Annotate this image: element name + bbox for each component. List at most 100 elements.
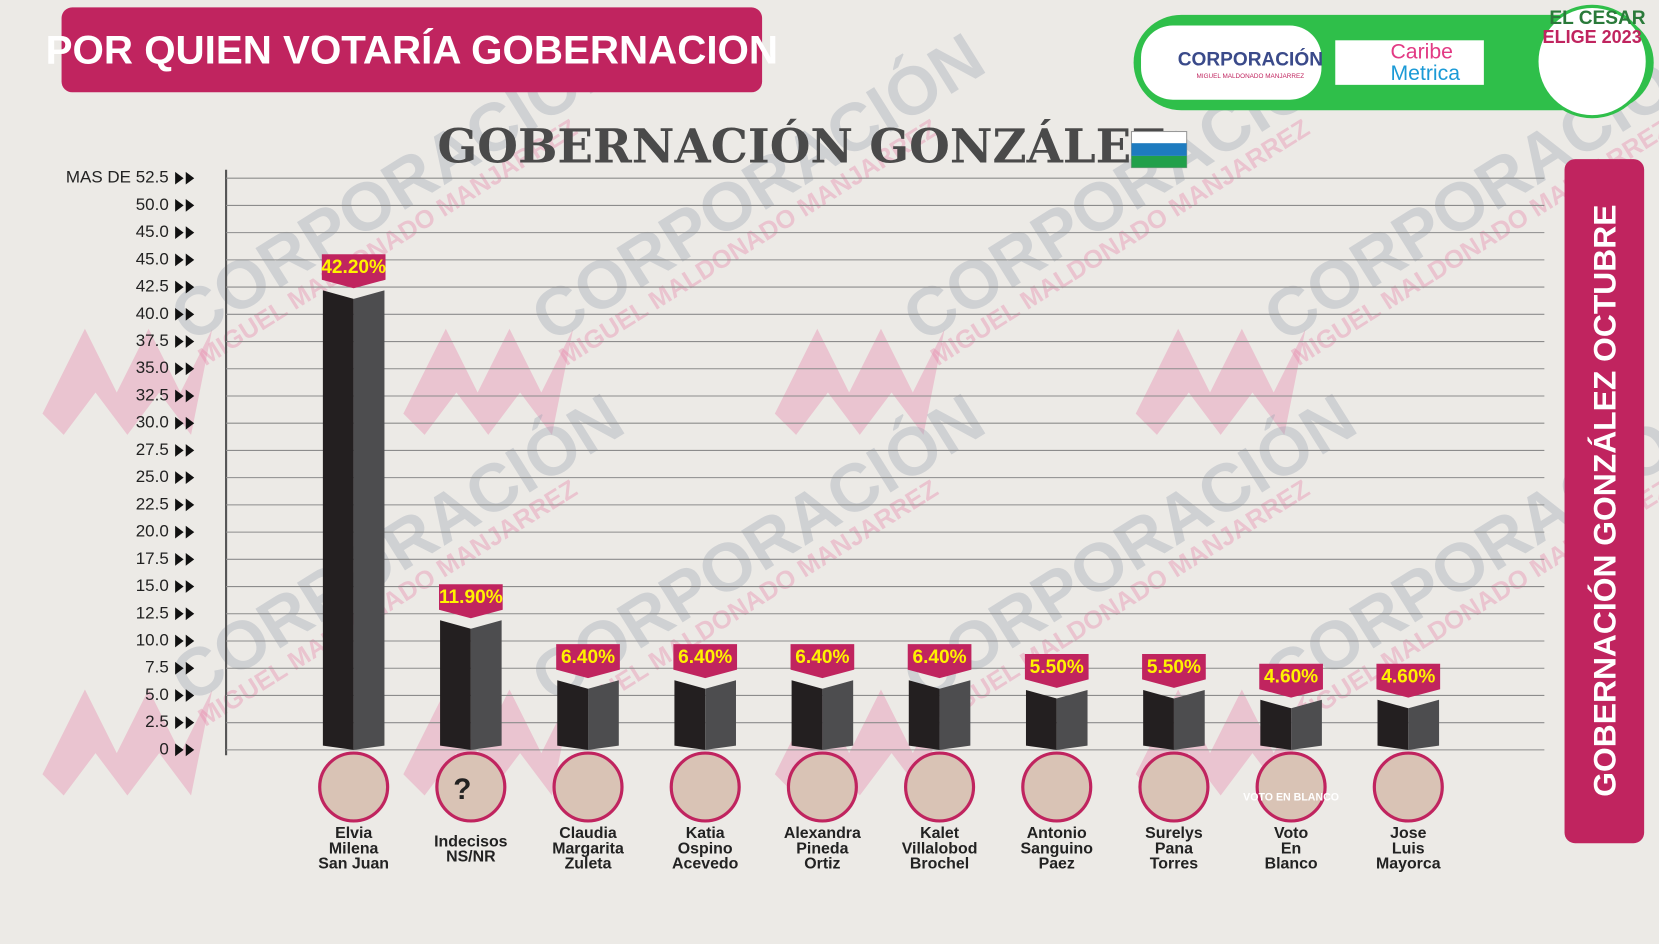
bar (1377, 699, 1409, 750)
y-tick-label: 25.0 (136, 467, 169, 486)
x-tick-label: Sanguino (1021, 840, 1094, 857)
y-tick-label: 37.5 (136, 331, 169, 350)
y-tick-label: 45.0 (136, 249, 169, 268)
bar-group: 5.50% (1142, 653, 1206, 750)
tick-arrow (175, 444, 195, 457)
logo-elige: ELIGE 2023 (1543, 27, 1642, 47)
tick-arrow (175, 226, 195, 240)
tick-arrow (175, 335, 195, 348)
tick-arrow (175, 552, 195, 566)
x-tick-label: Antonio (1027, 825, 1087, 842)
avatar (1021, 751, 1093, 823)
avatar (552, 751, 624, 823)
x-tick-label: Margarita (552, 840, 624, 857)
y-tick-label: 12.5 (136, 603, 169, 622)
logo-caribe: Caribe (1390, 41, 1453, 64)
bar (322, 290, 354, 750)
y-tick-label: 30.0 (136, 413, 169, 432)
y-tick-label: 0 (159, 739, 168, 758)
value-label-box (321, 254, 386, 289)
tick-arrow (175, 716, 195, 730)
tick-arrow (175, 416, 195, 430)
value-label: 42.20% (321, 257, 386, 278)
x-tick-label: Claudia (559, 825, 617, 842)
value-label: 6.40% (561, 647, 615, 668)
x-tick-label: Acevedo (672, 856, 739, 873)
flag-stripe (1131, 143, 1187, 156)
bar (557, 680, 589, 750)
bar-group: 5.50% (1024, 653, 1089, 750)
x-tick-label: Mayorca (1376, 856, 1441, 873)
watermark-logo (403, 328, 574, 435)
y-tick-label: 7.5 (145, 658, 169, 677)
side-box (1564, 159, 1645, 844)
bar-group: 4.60% (1376, 663, 1441, 750)
x-tick-label: NS/NR (446, 849, 496, 866)
y-tick-label: 40.0 (136, 304, 169, 323)
x-tick-label: Brochel (910, 856, 969, 873)
watermark-logo (774, 328, 945, 435)
x-tick-label: Paez (1039, 856, 1075, 873)
tick-arrow (175, 743, 195, 757)
tick-arrow (175, 607, 195, 621)
x-tick-label: Luis (1392, 840, 1425, 857)
value-label: 5.50% (1030, 657, 1084, 678)
y-tick-label: 20.0 (136, 522, 169, 541)
y-tick-label: 27.5 (136, 440, 169, 459)
bar (908, 680, 940, 750)
bar-group: 11.90% (439, 584, 503, 750)
x-tick-label: Elvia (335, 825, 372, 842)
tick-arrow (175, 307, 195, 321)
value-label: 11.90% (439, 587, 503, 608)
tick-arrow (175, 171, 195, 185)
value-label: 5.50% (1147, 657, 1201, 678)
tick-arrow (175, 280, 195, 294)
avatar (904, 751, 976, 823)
value-label: 4.60% (1381, 667, 1435, 688)
y-tick-label: 35.0 (136, 358, 169, 377)
bar (1143, 690, 1174, 750)
avatar (1372, 751, 1444, 823)
bar (1025, 690, 1057, 750)
tick-arrow (175, 389, 195, 403)
x-tick-label: Villalobod (902, 840, 978, 857)
x-tick-label: Pineda (796, 840, 848, 857)
logo-cesar-bg (1535, 4, 1649, 119)
bar-side (353, 290, 385, 750)
value-label-box (907, 644, 972, 679)
header-box (61, 7, 763, 93)
value-label-box (1259, 663, 1323, 698)
bar-side (1291, 699, 1322, 750)
avatar (669, 751, 741, 823)
bar-group: 42.20% (321, 254, 386, 750)
value-label-box (439, 584, 503, 619)
value-label-box (1376, 663, 1441, 698)
x-tick-label: Voto (1274, 825, 1308, 842)
bar (674, 680, 706, 750)
logo-cesar: EL CESAR (1549, 8, 1645, 29)
logo-metrica: Metrica (1390, 62, 1460, 85)
value-label-box (556, 644, 620, 679)
y-tick-label: MAS DE 52.5 (66, 168, 169, 187)
x-tick-label: Torres (1150, 856, 1198, 873)
y-tick-label: 5.0 (145, 685, 169, 704)
tick-arrow (175, 525, 195, 539)
logo-caribe-bg (1335, 40, 1484, 85)
tick-arrow (175, 580, 195, 593)
watermark-logo (42, 328, 213, 435)
y-tick-label: 32.5 (136, 385, 169, 404)
x-tick-label: Blanco (1265, 856, 1318, 873)
x-tick-label: Surelys (1145, 825, 1203, 842)
y-tick-label: 2.5 (145, 712, 169, 731)
avatar (1138, 751, 1210, 823)
tick-arrow (175, 661, 195, 675)
avatar (318, 751, 390, 823)
tick-arrow (175, 471, 195, 485)
tick-arrow (175, 362, 195, 376)
value-label-box (673, 644, 738, 679)
x-tick-label: Zuleta (565, 856, 612, 873)
bar-group: 6.40% (673, 644, 738, 750)
header-title: POR QUIEN VOTARÍA GOBERNACION (46, 28, 778, 73)
